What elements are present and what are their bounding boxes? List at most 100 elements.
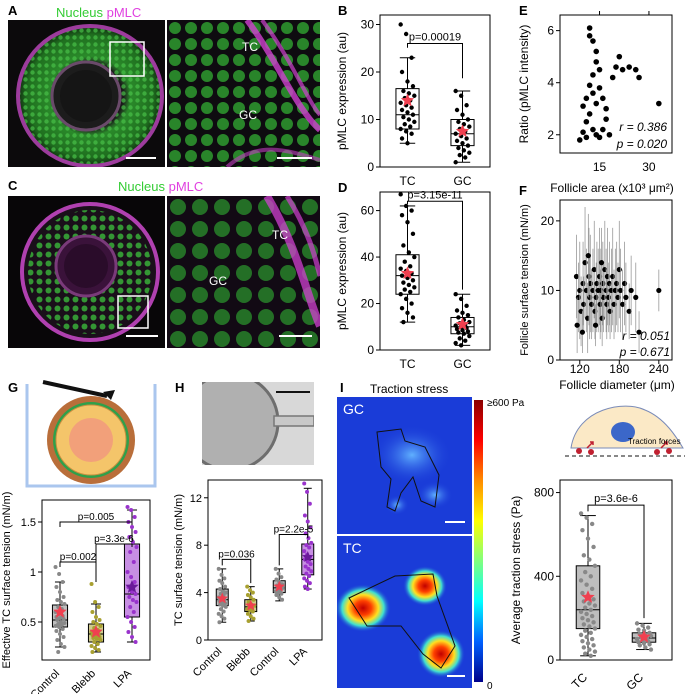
y-tick-label: 8	[196, 540, 202, 552]
data-point	[412, 285, 417, 290]
y-tick-label: 400	[534, 569, 554, 583]
data-point	[600, 95, 606, 102]
data-point	[405, 141, 410, 146]
data-point	[250, 609, 255, 614]
data-point	[216, 566, 221, 571]
data-point	[583, 95, 590, 102]
data-point	[626, 308, 632, 314]
significance-bracket	[59, 521, 133, 527]
data-point	[403, 203, 409, 209]
data-point	[583, 569, 588, 575]
mean-marker	[53, 605, 67, 618]
data-point	[628, 287, 634, 294]
data-point	[467, 333, 472, 339]
panel-c-title: Nucleus pMLC	[118, 179, 203, 194]
data-point	[599, 315, 605, 321]
data-point	[132, 515, 137, 519]
significance-bracket	[587, 504, 645, 619]
data-point	[127, 595, 132, 599]
data-point	[467, 124, 472, 129]
data-point	[614, 280, 620, 287]
x-tick-label: 180	[609, 362, 629, 376]
panel-letter-e: E	[519, 3, 528, 18]
data-point	[613, 64, 619, 70]
mean-marker	[400, 266, 415, 279]
data-point	[585, 536, 591, 541]
data-point	[577, 287, 583, 294]
data-point	[593, 48, 600, 55]
data-point	[656, 287, 662, 294]
data-point	[580, 103, 586, 109]
plot-frame	[559, 14, 673, 154]
data-point	[580, 638, 585, 644]
category-label: Control	[248, 646, 282, 680]
data-point	[61, 635, 66, 639]
data-point	[90, 650, 95, 654]
data-point	[643, 645, 648, 650]
data-point	[130, 590, 134, 594]
data-point	[129, 508, 134, 512]
data-point	[616, 266, 622, 273]
data-point	[463, 338, 468, 343]
p-value-label: p=3.6e-6	[594, 493, 638, 505]
data-point	[636, 627, 641, 632]
data-point	[130, 635, 134, 639]
traction-stress-title: Traction stress	[370, 382, 449, 396]
x-tick-label: 120	[570, 362, 590, 376]
data-point	[592, 603, 598, 608]
y-tick-label: 800	[534, 486, 554, 500]
y-tick-label: 0	[196, 635, 202, 647]
significance-bracket	[407, 43, 463, 79]
data-point	[461, 148, 467, 153]
y-tick-label: 2	[547, 128, 554, 142]
data-point	[641, 641, 647, 646]
data-point	[578, 632, 584, 638]
data-point	[217, 578, 222, 583]
data-point	[399, 273, 405, 278]
data-point	[305, 578, 310, 583]
category-label: TC	[400, 357, 416, 371]
data-point	[130, 540, 135, 544]
data-point	[55, 638, 60, 642]
data-point	[615, 294, 621, 300]
y-tick-label: 0	[367, 160, 374, 174]
data-point	[133, 592, 138, 596]
data-point	[273, 566, 278, 571]
data-point	[98, 624, 103, 628]
data-point	[61, 617, 66, 621]
data-point	[603, 287, 609, 294]
data-point	[460, 328, 465, 333]
data-point	[248, 614, 253, 619]
data-point	[632, 66, 639, 73]
category-label: Control	[29, 668, 63, 694]
data-point	[307, 545, 312, 550]
data-point	[277, 595, 282, 600]
data-point	[55, 618, 60, 622]
data-point	[93, 600, 98, 604]
data-point	[465, 117, 471, 122]
data-point	[460, 141, 465, 146]
significance-bracket	[278, 534, 309, 566]
data-point	[583, 628, 588, 633]
data-point	[582, 260, 588, 266]
y-tick-label: 10	[541, 283, 555, 297]
mean-marker	[216, 592, 228, 604]
y-tick-label: 0	[367, 343, 374, 357]
data-point	[130, 525, 134, 529]
category-label: LPA	[287, 645, 310, 668]
panel-letter-a: A	[8, 3, 18, 18]
data-point	[223, 584, 228, 589]
y-tick-label: 0.5	[21, 617, 36, 629]
nucleus-label: Nucleus	[118, 179, 165, 194]
data-point	[610, 273, 616, 280]
data-point	[584, 515, 589, 520]
data-point	[91, 620, 96, 624]
data-point	[95, 642, 100, 646]
data-point	[633, 294, 639, 300]
x-tick-label: 240	[649, 362, 669, 376]
data-point	[578, 578, 584, 583]
data-point	[60, 580, 65, 584]
data-point	[62, 602, 67, 606]
data-point	[305, 519, 310, 524]
data-point	[406, 282, 412, 288]
